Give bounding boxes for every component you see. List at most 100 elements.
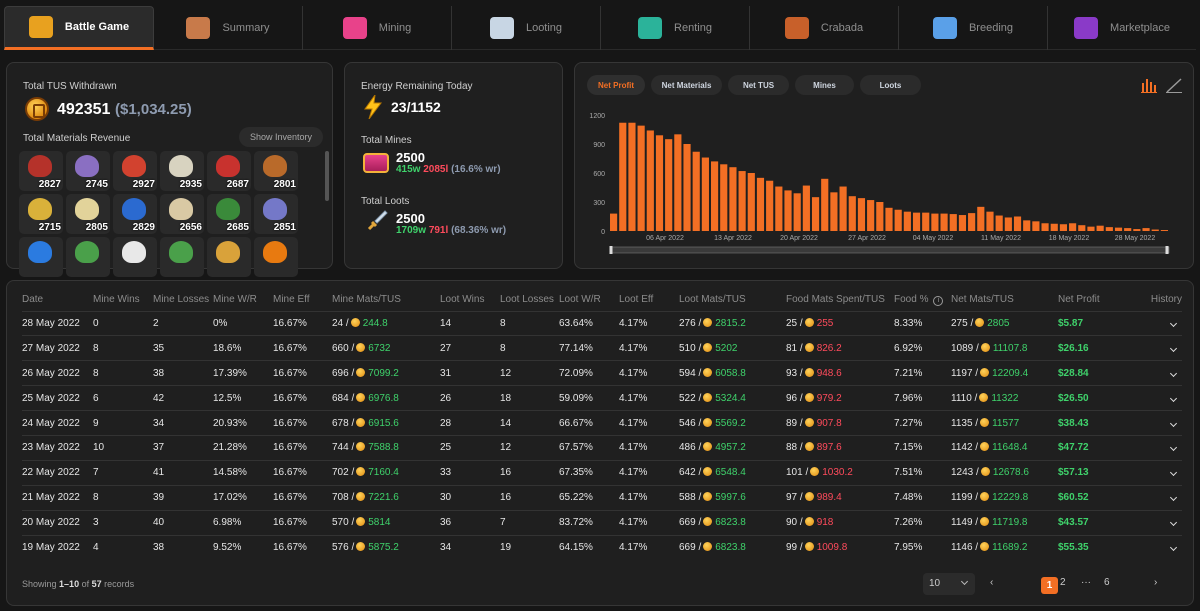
table-row[interactable]: 23 May 2022 10 37 21.28% 16.67% 744 / 7588.8 25… bbox=[22, 434, 1182, 461]
column-header[interactable]: Loot Mats/TUS bbox=[679, 289, 786, 311]
tab-renting[interactable]: Renting bbox=[601, 6, 750, 50]
line-chart-icon[interactable] bbox=[1166, 77, 1182, 93]
material-item[interactable]: 2827 bbox=[19, 151, 63, 191]
material-item[interactable] bbox=[254, 237, 298, 277]
chart-bar[interactable] bbox=[802, 185, 810, 231]
material-item[interactable]: 2927 bbox=[113, 151, 157, 191]
chart-bar[interactable] bbox=[628, 122, 636, 231]
chart-bar[interactable] bbox=[968, 213, 976, 231]
chart-bar[interactable] bbox=[1069, 223, 1077, 231]
column-header[interactable]: Loot Losses bbox=[500, 289, 559, 311]
chart-tab-mines[interactable]: Mines bbox=[795, 75, 854, 95]
chart-bar[interactable] bbox=[1078, 225, 1086, 231]
tab-mining[interactable]: Mining bbox=[303, 6, 452, 50]
table-row[interactable]: 25 May 2022 6 42 12.5% 16.67% 684 / 6976.8 26 18… bbox=[22, 385, 1182, 411]
chart-bar[interactable] bbox=[655, 135, 664, 231]
column-header[interactable]: Date bbox=[22, 289, 93, 311]
column-header[interactable]: Food Mats Spent/TUS bbox=[786, 289, 894, 311]
chart-bar[interactable] bbox=[876, 202, 884, 231]
chart-bar[interactable] bbox=[610, 213, 618, 231]
chart-bar[interactable] bbox=[710, 161, 719, 231]
table-row[interactable]: 28 May 2022 0 2 0% 16.67% 24 / 244.8 14 8 63.64% 4… bbox=[22, 310, 1182, 336]
table-row[interactable]: 22 May 2022 7 41 14.58% 16.67% 702 /7160.4 33 1… bbox=[22, 459, 1182, 486]
chart-bar[interactable] bbox=[1096, 225, 1104, 231]
column-header[interactable]: Loot W/R bbox=[559, 289, 619, 311]
history-expand-button[interactable] bbox=[1147, 459, 1182, 486]
history-expand-button[interactable] bbox=[1147, 310, 1182, 336]
chart-bar[interactable] bbox=[867, 200, 875, 231]
column-header[interactable]: Mine Wins bbox=[93, 289, 153, 311]
chart-bar[interactable] bbox=[1133, 229, 1141, 231]
table-row[interactable]: 20 May 2022 3 40 6.98% 16.67% 570 / 5814 36 7 83.… bbox=[22, 509, 1182, 536]
chart-bar[interactable] bbox=[931, 213, 939, 231]
chart-bar[interactable] bbox=[1124, 228, 1132, 231]
tab-crabada[interactable]: Crabada bbox=[750, 6, 899, 50]
chart-tab-net-tus[interactable]: Net TUS bbox=[728, 75, 789, 95]
next-page-button[interactable]: › bbox=[1154, 577, 1158, 588]
chart-bar[interactable] bbox=[720, 164, 728, 231]
chart-bar[interactable] bbox=[747, 173, 755, 231]
history-expand-button[interactable] bbox=[1147, 484, 1182, 511]
slider-handle-left[interactable] bbox=[609, 246, 613, 254]
chart-bar[interactable] bbox=[830, 192, 838, 231]
chart-bar[interactable] bbox=[1059, 224, 1068, 231]
tab-marketplace[interactable]: Marketplace bbox=[1048, 6, 1196, 50]
table-row[interactable]: 21 May 2022 8 39 17.02% 16.67% 708 /7221.6 30 1… bbox=[22, 484, 1182, 511]
material-item[interactable] bbox=[19, 237, 63, 277]
chart-bar[interactable] bbox=[958, 215, 967, 231]
column-header[interactable]: Mine W/R bbox=[213, 289, 273, 311]
chart-bar[interactable] bbox=[857, 198, 866, 231]
chart-bar[interactable] bbox=[922, 212, 930, 231]
material-item[interactable] bbox=[160, 237, 204, 277]
prev-page-button[interactable]: ‹ bbox=[990, 577, 994, 588]
material-item[interactable]: 2687 bbox=[207, 151, 251, 191]
history-expand-button[interactable] bbox=[1147, 509, 1182, 536]
material-item[interactable]: 2935 bbox=[160, 151, 204, 191]
chart-bar[interactable] bbox=[903, 211, 911, 231]
chart-bar[interactable] bbox=[1142, 228, 1150, 231]
history-expand-button[interactable] bbox=[1147, 385, 1182, 411]
page-size-select[interactable]: 10 bbox=[923, 573, 975, 595]
chart-bar[interactable] bbox=[646, 130, 654, 231]
history-expand-button[interactable] bbox=[1147, 534, 1182, 560]
chart-bar[interactable] bbox=[665, 139, 673, 231]
chart-bar[interactable] bbox=[839, 186, 847, 231]
column-header[interactable]: Loot Eff bbox=[619, 289, 679, 311]
column-header[interactable]: Food % i bbox=[894, 289, 951, 311]
chart-bar[interactable] bbox=[1050, 223, 1058, 231]
chart-tab-net-materials[interactable]: Net Materials bbox=[651, 75, 722, 95]
material-item[interactable]: 2656 bbox=[160, 194, 204, 234]
material-item[interactable]: 2829 bbox=[113, 194, 157, 234]
chart-bar[interactable] bbox=[995, 215, 1003, 231]
chart-bar[interactable] bbox=[637, 125, 645, 231]
chart-bar[interactable] bbox=[894, 209, 902, 231]
material-item[interactable] bbox=[207, 237, 251, 277]
material-item[interactable]: 2745 bbox=[66, 151, 110, 191]
material-item[interactable]: 2685 bbox=[207, 194, 251, 234]
chart-bar[interactable] bbox=[766, 180, 774, 231]
chart-bar[interactable] bbox=[692, 151, 700, 231]
tab-looting[interactable]: Looting bbox=[452, 6, 601, 50]
chart-bar[interactable] bbox=[1105, 227, 1113, 231]
chart-bar[interactable] bbox=[1160, 230, 1168, 231]
chart-bar[interactable] bbox=[619, 122, 627, 231]
chart-bar[interactable] bbox=[793, 193, 801, 231]
chart-bar[interactable] bbox=[1023, 220, 1031, 231]
chart-bar[interactable] bbox=[775, 186, 783, 231]
slider-handle-right[interactable] bbox=[1165, 246, 1169, 254]
chart-bar[interactable] bbox=[1041, 223, 1049, 231]
bar-chart-icon[interactable] bbox=[1141, 77, 1157, 93]
chart-range-slider[interactable] bbox=[610, 246, 1170, 254]
column-header[interactable]: Net Mats/TUS bbox=[951, 289, 1058, 311]
history-expand-button[interactable] bbox=[1147, 335, 1182, 361]
page-6-button[interactable]: 6 bbox=[1104, 577, 1110, 588]
table-row[interactable]: 27 May 2022 8 35 18.6% 16.67% 660 /6732 27 8 77.… bbox=[22, 335, 1182, 361]
chart-bar[interactable] bbox=[1032, 221, 1040, 231]
table-row[interactable]: 26 May 2022 8 38 17.39% 16.67% 696 /7099.2 31 1… bbox=[22, 360, 1182, 386]
column-header[interactable]: Mine Mats/TUS bbox=[332, 289, 440, 311]
chart-bar[interactable] bbox=[977, 206, 985, 231]
history-expand-button[interactable] bbox=[1147, 360, 1182, 386]
history-expand-button[interactable] bbox=[1147, 434, 1182, 461]
chart-bar[interactable] bbox=[1013, 216, 1022, 232]
page-1-button[interactable]: 1 bbox=[1041, 577, 1058, 594]
